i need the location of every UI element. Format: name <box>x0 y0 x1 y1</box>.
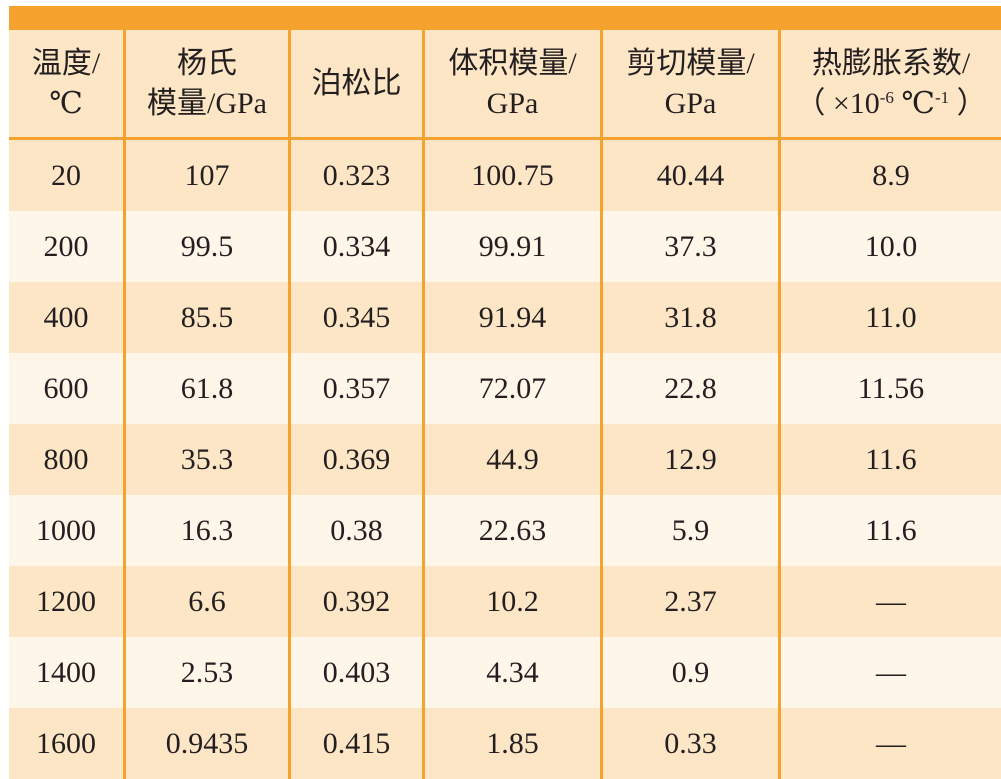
accent-cell <box>288 6 422 30</box>
cell-shear-modulus: 0.9 <box>600 637 778 708</box>
table-row: 1000 16.3 0.38 22.63 5.9 11.6 <box>9 495 1001 566</box>
cell-thermal-expansion: 11.6 <box>778 495 1001 566</box>
header-accent-band <box>9 6 1001 30</box>
cell-youngs-modulus: 61.8 <box>123 353 288 424</box>
cell-thermal-expansion: — <box>778 637 1001 708</box>
cell-temperature: 600 <box>9 353 123 424</box>
accent-cell <box>600 6 778 30</box>
cell-youngs-modulus: 99.5 <box>123 211 288 282</box>
thermal-expansion-unit: （ ×10-6 ℃-1 ） <box>795 86 987 120</box>
cell-temperature: 400 <box>9 282 123 353</box>
cell-thermal-expansion: 11.0 <box>778 282 1001 353</box>
cell-thermal-expansion: 11.56 <box>778 353 1001 424</box>
cell-shear-modulus: 40.44 <box>600 140 778 211</box>
cell-thermal-expansion: 8.9 <box>778 140 1001 211</box>
table-row: 1600 0.9435 0.415 1.85 0.33— <box>9 708 1001 779</box>
cell-bulk-modulus: 1.85 <box>422 708 600 779</box>
header-bulk-modulus: 体积模量/ GPa <box>422 30 600 140</box>
cell-thermal-expansion: — <box>778 566 1001 637</box>
cell-temperature: 200 <box>9 211 123 282</box>
cell-youngs-modulus: 16.3 <box>123 495 288 566</box>
cell-shear-modulus: 0.33 <box>600 708 778 779</box>
header-youngs-modulus: 杨氏 模量/GPa <box>123 30 288 140</box>
cell-bulk-modulus: 44.9 <box>422 424 600 495</box>
accent-cell <box>422 6 600 30</box>
cell-temperature: 800 <box>9 424 123 495</box>
accent-cell <box>778 6 1001 30</box>
cell-bulk-modulus: 99.91 <box>422 211 600 282</box>
table-row: 600 61.8 0.357 72.07 22.8 11.56 <box>9 353 1001 424</box>
cell-temperature: 1000 <box>9 495 123 566</box>
header-poisson-ratio: 泊松比 <box>288 30 422 140</box>
cell-poisson-ratio: 0.415 <box>288 708 422 779</box>
table-row: 200 99.5 0.334 99.91 37.3 10.0 <box>9 211 1001 282</box>
cell-youngs-modulus: 35.3 <box>123 424 288 495</box>
table-row: 20 107 0.323 100.75 40.44 8.9 <box>9 140 1001 211</box>
table-row: 800 35.3 0.369 44.9 12.9 11.6 <box>9 424 1001 495</box>
cell-bulk-modulus: 72.07 <box>422 353 600 424</box>
cell-bulk-modulus: 10.2 <box>422 566 600 637</box>
cell-youngs-modulus: 0.9435 <box>123 708 288 779</box>
cell-bulk-modulus: 91.94 <box>422 282 600 353</box>
cell-temperature: 1200 <box>9 566 123 637</box>
cell-temperature: 1600 <box>9 708 123 779</box>
cell-youngs-modulus: 85.5 <box>123 282 288 353</box>
accent-cell <box>123 6 288 30</box>
cell-youngs-modulus: 6.6 <box>123 566 288 637</box>
cell-shear-modulus: 12.9 <box>600 424 778 495</box>
cell-thermal-expansion: — <box>778 708 1001 779</box>
accent-cell <box>9 6 123 30</box>
cell-bulk-modulus: 22.63 <box>422 495 600 566</box>
header-shear-modulus: 剪切模量/ GPa <box>600 30 778 140</box>
header-row: 温度/ ℃ 杨氏 模量/GPa 泊松比 体积模量/ GPa 剪切模量/ GPa <box>9 30 1001 140</box>
cell-shear-modulus: 31.8 <box>600 282 778 353</box>
cell-youngs-modulus: 2.53 <box>123 637 288 708</box>
cell-bulk-modulus: 100.75 <box>422 140 600 211</box>
cell-bulk-modulus: 4.34 <box>422 637 600 708</box>
cell-shear-modulus: 2.37 <box>600 566 778 637</box>
cell-shear-modulus: 22.8 <box>600 353 778 424</box>
cell-poisson-ratio: 0.345 <box>288 282 422 353</box>
material-properties-table: 温度/ ℃ 杨氏 模量/GPa 泊松比 体积模量/ GPa 剪切模量/ GPa <box>9 6 1001 779</box>
cell-poisson-ratio: 0.38 <box>288 495 422 566</box>
table-row: 1200 6.6 0.392 10.2 2.37— <box>9 566 1001 637</box>
cell-poisson-ratio: 0.403 <box>288 637 422 708</box>
cell-poisson-ratio: 0.334 <box>288 211 422 282</box>
cell-poisson-ratio: 0.357 <box>288 353 422 424</box>
cell-temperature: 20 <box>9 140 123 211</box>
cell-poisson-ratio: 0.323 <box>288 140 422 211</box>
cell-thermal-expansion: 10.0 <box>778 211 1001 282</box>
header-temperature: 温度/ ℃ <box>9 30 123 140</box>
material-properties-table-container: 温度/ ℃ 杨氏 模量/GPa 泊松比 体积模量/ GPa 剪切模量/ GPa <box>9 6 1001 779</box>
cell-poisson-ratio: 0.369 <box>288 424 422 495</box>
table-row: 400 85.5 0.345 91.94 31.8 11.0 <box>9 282 1001 353</box>
cell-thermal-expansion: 11.6 <box>778 424 1001 495</box>
table-body: 20 107 0.323 100.75 40.44 8.9 200 99.5 0.334 99.9… <box>9 140 1001 779</box>
table-row: 1400 2.53 0.403 4.34 0.9— <box>9 637 1001 708</box>
cell-temperature: 1400 <box>9 637 123 708</box>
cell-shear-modulus: 5.9 <box>600 495 778 566</box>
header-thermal-expansion: 热膨胀系数/ （ ×10-6 ℃-1 ） <box>778 30 1001 140</box>
cell-youngs-modulus: 107 <box>123 140 288 211</box>
cell-poisson-ratio: 0.392 <box>288 566 422 637</box>
cell-shear-modulus: 37.3 <box>600 211 778 282</box>
